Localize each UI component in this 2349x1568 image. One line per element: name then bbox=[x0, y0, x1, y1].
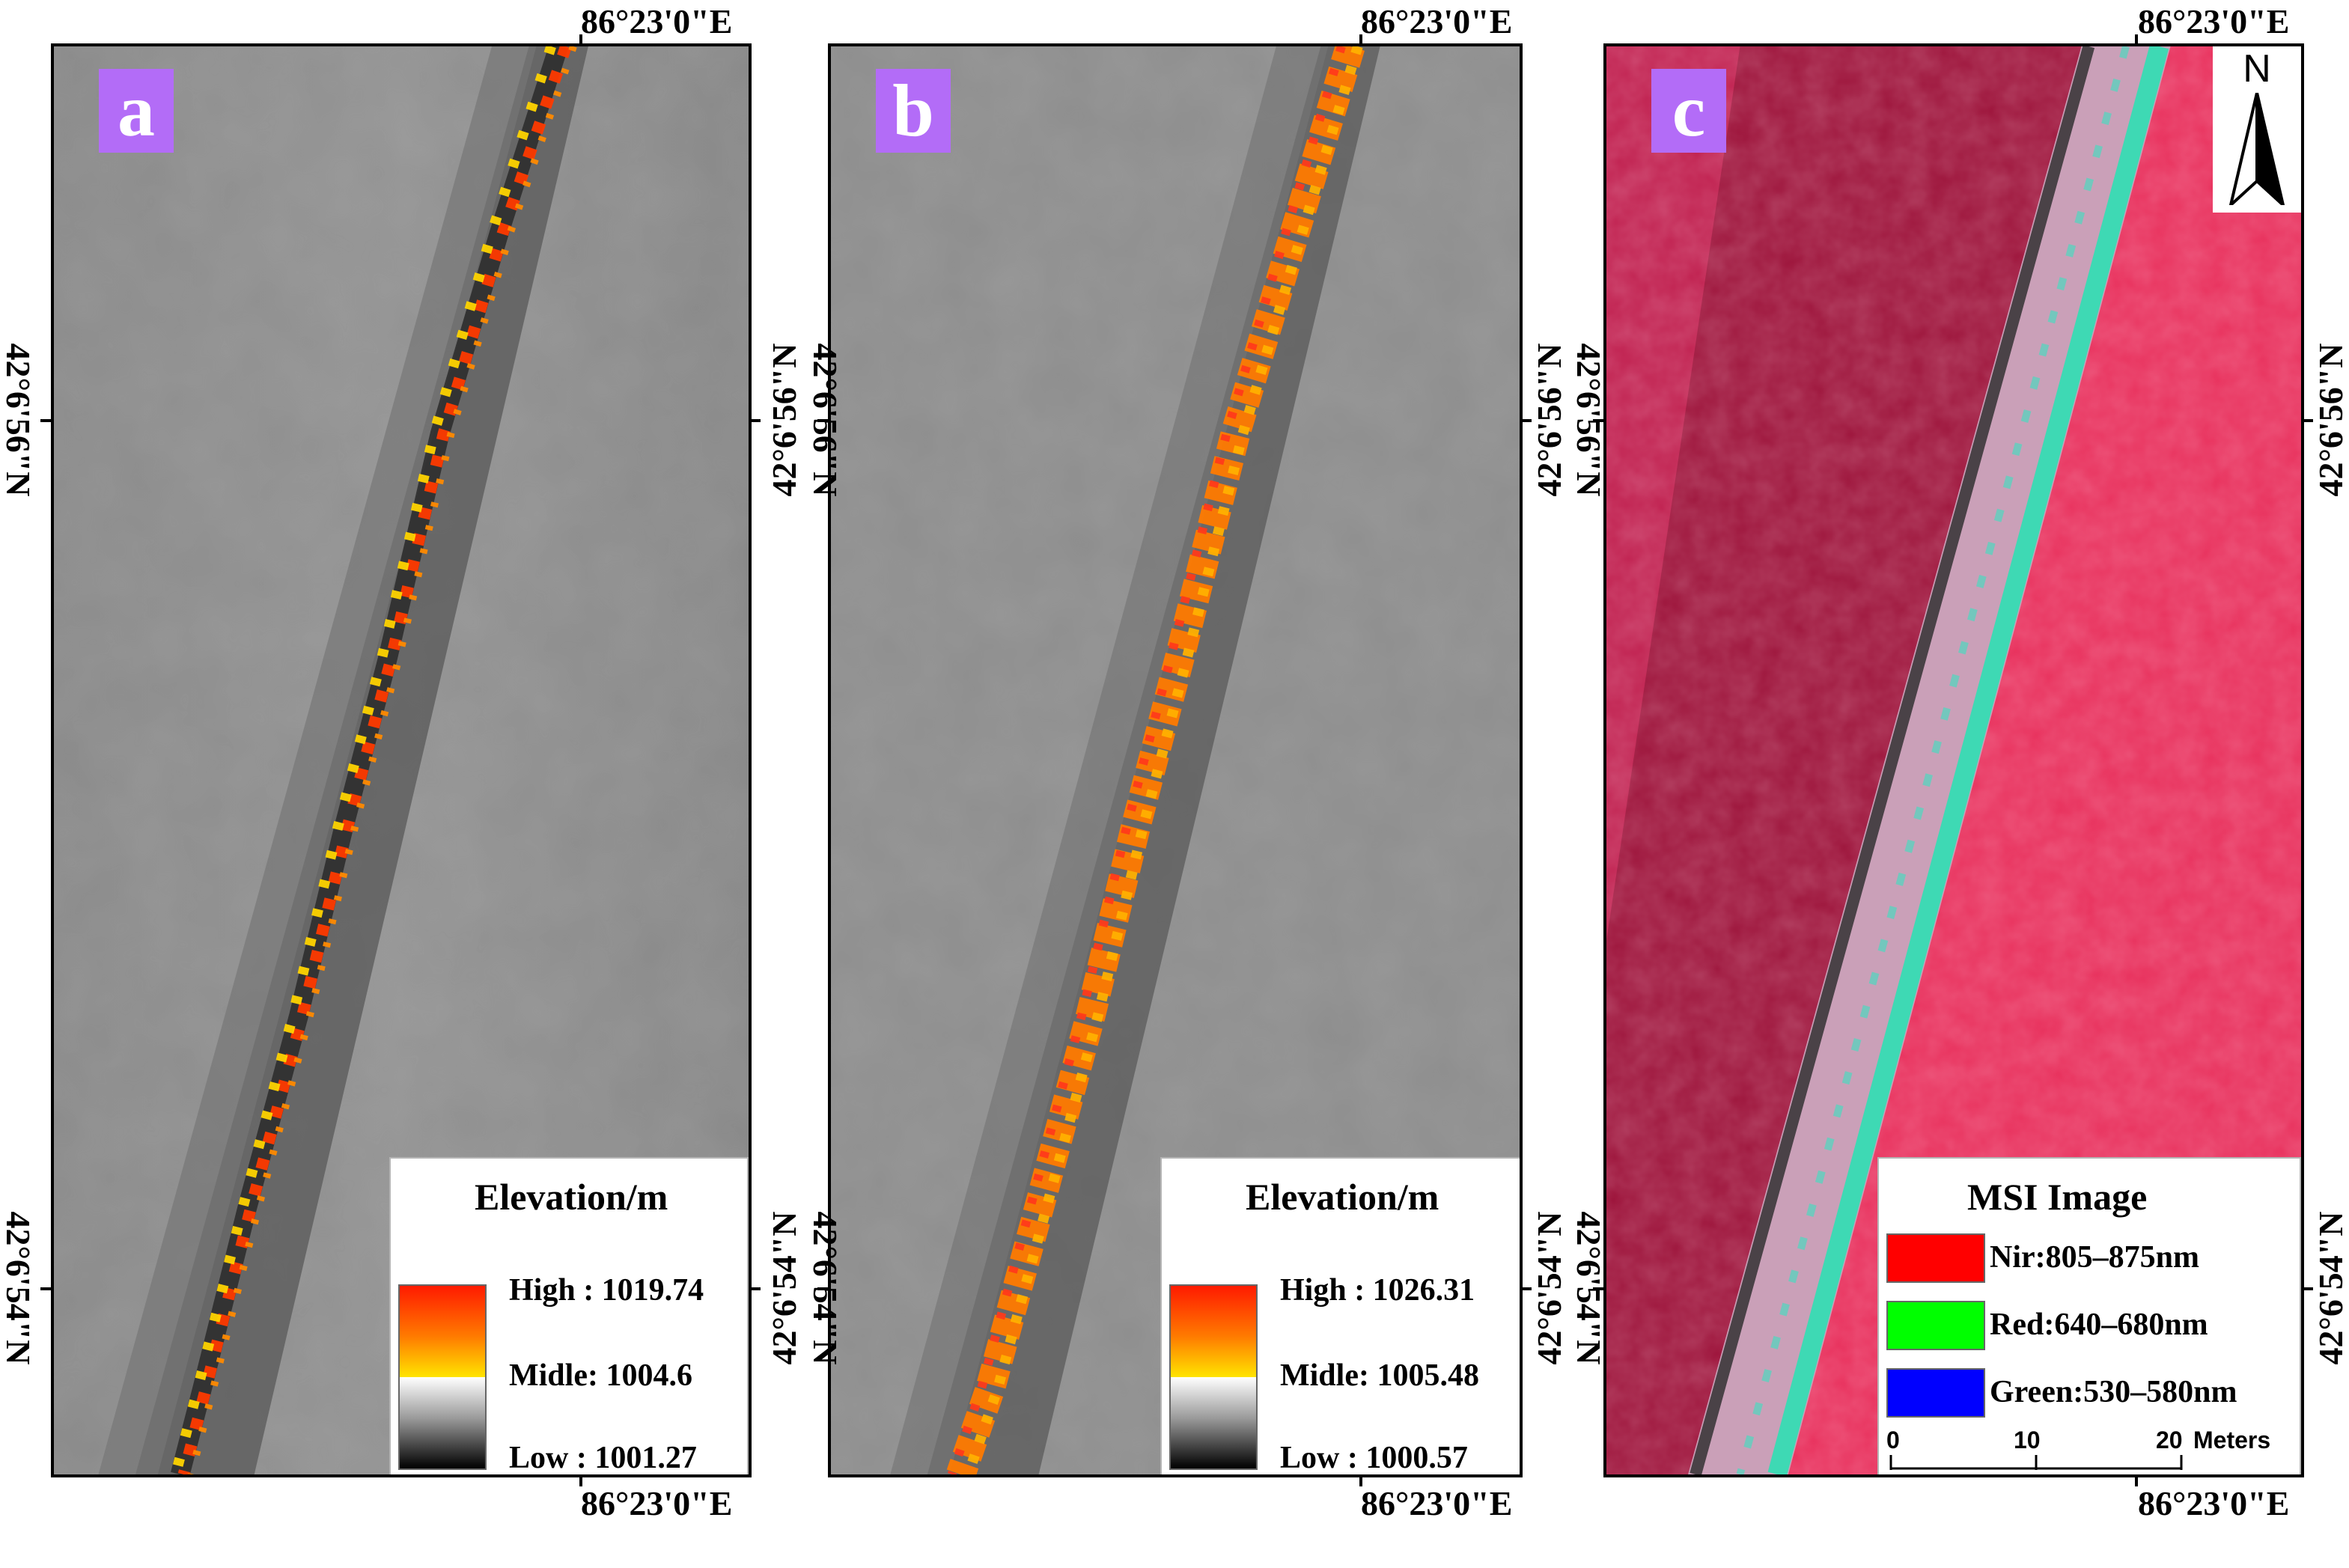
lat-tick-upper-c-right bbox=[2303, 419, 2313, 422]
panel-letter-c: c bbox=[1651, 69, 1726, 153]
lat-label-lower-b-right: 42°6'54"N bbox=[1530, 1211, 1568, 1365]
legend-title-b: Elevation/m bbox=[1246, 1176, 1439, 1218]
lat-label-upper-b-left: 42°6'56"N bbox=[806, 343, 844, 497]
lat-label-upper-a-right: 42°6'56"N bbox=[765, 343, 803, 497]
elevation-map-a-image bbox=[54, 46, 749, 1474]
elevation-color-ramp-b bbox=[1169, 1284, 1258, 1470]
lon-label-bottom-c: 86°23'0"E bbox=[2138, 1484, 2290, 1522]
nir-band-label: Nir:805–875nm bbox=[1990, 1240, 2199, 1275]
lat-tick-upper-b-right bbox=[1521, 419, 1532, 422]
lon-label-top-b: 86°23'0"E bbox=[1361, 2, 1513, 40]
legend-high-label-a: High : 1019.74 bbox=[509, 1273, 704, 1308]
lat-label-lower-c-right: 42°6'54"N bbox=[2312, 1211, 2349, 1365]
scale-bar-line bbox=[1889, 1455, 2183, 1470]
lat-tick-upper-b-left bbox=[817, 419, 828, 422]
panel-letter-b: b bbox=[876, 69, 951, 153]
lat-label-upper-c-right: 42°6'56"N bbox=[2312, 343, 2349, 497]
lat-tick-lower-c-left bbox=[1593, 1287, 1603, 1290]
elevation-color-ramp-a bbox=[398, 1284, 487, 1470]
green-band-swatch bbox=[1886, 1368, 1985, 1418]
lat-tick-upper-a-right bbox=[750, 419, 761, 422]
panel-b-elevation-map: b Elevation/m High : 1026.31 Midle: 1005… bbox=[828, 43, 1523, 1477]
lat-tick-lower-a-right bbox=[750, 1287, 761, 1290]
legend-title-c: MSI Image bbox=[1967, 1176, 2148, 1218]
lon-tick-top-a bbox=[579, 34, 582, 45]
panel-a-elevation-map: a Elevation/m High : 1019.74 Midle: 1004… bbox=[51, 43, 752, 1477]
lat-label-lower-a-left: 42°6'54"N bbox=[0, 1211, 37, 1365]
lon-tick-bottom-a bbox=[579, 1476, 582, 1486]
lon-tick-bottom-b bbox=[1359, 1476, 1362, 1486]
green-band-label: Green:530–580nm bbox=[1990, 1375, 2237, 1409]
lon-tick-bottom-c bbox=[2135, 1476, 2138, 1486]
scale-tick-0: 0 bbox=[1886, 1427, 1900, 1453]
elevation-legend-a: Elevation/m High : 1019.74 Midle: 1004.6… bbox=[389, 1157, 749, 1475]
red-band-label: Red:640–680nm bbox=[1990, 1308, 2208, 1342]
lat-label-lower-b-left: 42°6'54"N bbox=[806, 1211, 844, 1365]
north-arrow-icon bbox=[2228, 93, 2285, 205]
lat-tick-lower-c-right bbox=[2303, 1287, 2313, 1290]
lon-tick-top-c bbox=[2135, 34, 2138, 45]
lon-label-top-c: 86°23'0"E bbox=[2138, 2, 2290, 40]
lat-label-lower-a-right: 42°6'54"N bbox=[765, 1211, 803, 1365]
nir-band-swatch bbox=[1886, 1233, 1985, 1283]
legend-mid-label-a: Midle: 1004.6 bbox=[509, 1358, 692, 1393]
legend-low-label-a: Low : 1001.27 bbox=[509, 1441, 697, 1475]
legend-high-label-b: High : 1026.31 bbox=[1280, 1273, 1475, 1308]
scale-unit: Meters bbox=[2193, 1427, 2271, 1453]
lat-tick-upper-a-left bbox=[40, 419, 51, 422]
north-label: N bbox=[2243, 47, 2271, 91]
north-arrow: N bbox=[2213, 46, 2301, 213]
lat-label-upper-c-left: 42°6'56"N bbox=[1570, 343, 1608, 497]
lat-tick-lower-a-left bbox=[40, 1287, 51, 1290]
lat-label-upper-a-left: 42°6'56"N bbox=[0, 343, 37, 497]
elevation-legend-b: Elevation/m High : 1026.31 Midle: 1005.4… bbox=[1160, 1157, 1520, 1475]
lat-tick-lower-b-right bbox=[1521, 1287, 1532, 1290]
scale-tick-10: 10 bbox=[2014, 1427, 2041, 1453]
lon-label-bottom-a: 86°23'0"E bbox=[581, 1484, 733, 1522]
legend-title-a: Elevation/m bbox=[475, 1176, 668, 1218]
legend-low-label-b: Low : 1000.57 bbox=[1280, 1441, 1468, 1475]
lon-tick-top-b bbox=[1359, 34, 1362, 45]
red-band-swatch bbox=[1886, 1301, 1985, 1350]
lat-tick-upper-c-left bbox=[1593, 419, 1603, 422]
lat-tick-lower-b-left bbox=[817, 1287, 828, 1290]
panel-c-msi-image: c N MSI Image Nir:805–875nm Red:640–680n… bbox=[1603, 43, 2304, 1477]
lat-label-lower-c-left: 42°6'54"N bbox=[1570, 1211, 1608, 1365]
msi-legend: MSI Image Nir:805–875nm Red:640–680nm Gr… bbox=[1877, 1157, 2301, 1474]
panel-letter-a: a bbox=[99, 69, 174, 153]
lon-label-top-a: 86°23'0"E bbox=[581, 2, 733, 40]
lon-label-bottom-b: 86°23'0"E bbox=[1361, 1484, 1513, 1522]
lat-label-upper-b-right: 42°6'56"N bbox=[1530, 343, 1568, 497]
scale-tick-20: 20 bbox=[2156, 1427, 2183, 1453]
legend-mid-label-b: Midle: 1005.48 bbox=[1280, 1358, 1479, 1393]
